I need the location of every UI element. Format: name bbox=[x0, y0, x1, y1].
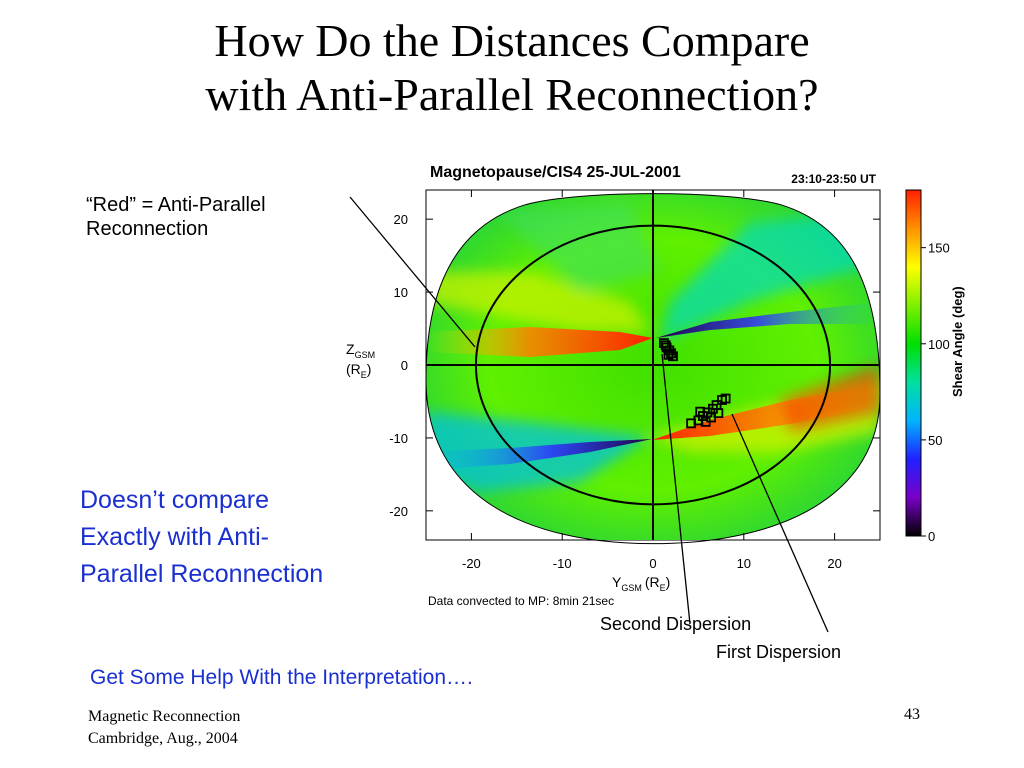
y-axis-label: ZGSM bbox=[346, 341, 375, 360]
blue-note-line-1: Doesn’t compare bbox=[80, 486, 269, 514]
footer-line-1: Magnetic Reconnection bbox=[88, 708, 241, 725]
y-tick-label: -20 bbox=[389, 504, 408, 519]
first-dispersion-pointer bbox=[731, 413, 829, 633]
colorbar-tick-label: 100 bbox=[928, 337, 950, 352]
title-line-2: with Anti-Parallel Reconnection? bbox=[205, 69, 819, 120]
slide-title: How Do the Distances Compare with Anti-P… bbox=[0, 14, 1024, 122]
plot-domain-outline bbox=[425, 193, 881, 545]
second-dispersion-pointer bbox=[661, 353, 691, 625]
y-axis-unit-post: ) bbox=[367, 361, 372, 377]
x-tick-label: -10 bbox=[553, 556, 572, 571]
blue-note-line-3: Parallel Reconnection bbox=[80, 560, 324, 588]
y-tick-label: 0 bbox=[401, 358, 408, 373]
cyan-zone-upper-right bbox=[660, 212, 880, 342]
y-axis-label-sub: GSM bbox=[355, 350, 376, 360]
second-dispersion-marker bbox=[666, 348, 677, 359]
colorbar-tick-label: 150 bbox=[928, 241, 950, 256]
first-dispersion-marker bbox=[720, 393, 731, 404]
x-tick-label: 10 bbox=[737, 556, 751, 571]
red-annotation: “Red” = Anti-Parallel Reconnection bbox=[86, 193, 356, 241]
blue-note-line-2: Exactly with Anti- bbox=[80, 523, 269, 551]
colorbar-tick-label: 0 bbox=[928, 529, 935, 544]
x-axis-unit-pre: (R bbox=[645, 574, 660, 590]
second-dispersion-marker bbox=[660, 340, 671, 351]
first-dispersion-marker bbox=[695, 406, 706, 417]
red-band-left bbox=[426, 327, 653, 357]
red-annotation-line-1: “Red” = Anti-Parallel bbox=[86, 194, 266, 216]
dark-band-upper-right bbox=[656, 302, 880, 338]
magnetopause-circle bbox=[474, 224, 832, 506]
x-axis-label: YGSM (RE) bbox=[612, 574, 670, 593]
x-tick-label: 0 bbox=[649, 556, 656, 571]
x-tick-label: 20 bbox=[827, 556, 841, 571]
x-axis-label-sub: GSM bbox=[621, 583, 642, 593]
second-dispersion-label: Second Dispersion bbox=[600, 614, 752, 634]
y-tick-label: 20 bbox=[394, 212, 408, 227]
chart-time-label: 23:10-23:50 UT bbox=[791, 172, 876, 186]
red-annotation-line-2: Reconnection bbox=[86, 218, 209, 240]
red-annotation-pointer bbox=[349, 196, 476, 348]
dark-band-lower-left bbox=[426, 439, 652, 470]
chart-footnote: Data convected to MP: 8min 21sec bbox=[428, 594, 614, 608]
yellow-zone-upper-left bbox=[426, 272, 650, 332]
chart-title: Magnetopause/CIS4 25-JUL-2001 bbox=[430, 164, 681, 181]
colorbar-label: Shear Angle (deg) bbox=[950, 286, 965, 397]
y-tick-label: 10 bbox=[394, 285, 408, 300]
colorbar bbox=[905, 189, 922, 537]
shear-angle-chart: Magnetopause/CIS4 25-JUL-2001 23:10-23:5… bbox=[346, 164, 965, 633]
x-axis-ticks: -20 -10 0 10 20 bbox=[462, 190, 842, 571]
page-number: 43 bbox=[904, 706, 920, 723]
y-axis-unit: (RE) bbox=[346, 361, 371, 380]
x-tick-label: -20 bbox=[462, 556, 481, 571]
footer-line-2: Cambridge, Aug., 2004 bbox=[88, 730, 238, 747]
y-tick-label: -10 bbox=[389, 431, 408, 446]
title-line-1: How Do the Distances Compare bbox=[214, 15, 810, 66]
x-axis-unit-sub: E bbox=[660, 583, 666, 593]
spacecraft-markers bbox=[658, 338, 731, 429]
y-axis-unit-sub: E bbox=[361, 370, 367, 380]
help-text: Get Some Help With the Interpretation…. bbox=[90, 666, 473, 689]
red-band-right-tail bbox=[780, 364, 880, 432]
y-axis-ticks: 20 10 0 -10 -20 bbox=[389, 212, 880, 519]
first-dispersion-label: First Dispersion bbox=[716, 642, 842, 662]
y-axis-unit-pre: (R bbox=[346, 361, 361, 377]
colorbar-tick-label: 50 bbox=[928, 433, 942, 448]
y-axis-label-main: Z bbox=[346, 341, 355, 357]
colorbar-ticks: 0 50 100 150 bbox=[921, 241, 950, 544]
second-dispersion-marker bbox=[663, 349, 674, 360]
footer: Magnetic Reconnection Cambridge, Aug., 2… bbox=[88, 706, 240, 750]
blue-note: Doesn’t compare Exactly with Anti- Paral… bbox=[80, 482, 420, 593]
x-axis-unit-post: ) bbox=[666, 574, 671, 590]
x-axis-label-main: Y bbox=[612, 574, 622, 590]
cyan-zone-top bbox=[500, 202, 660, 292]
first-dispersion-marker bbox=[713, 408, 724, 419]
